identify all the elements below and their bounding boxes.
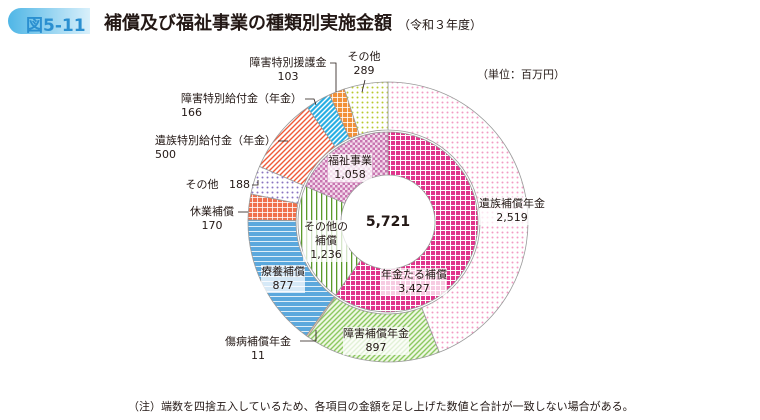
label-outer-1: 障害補償年金 897 — [343, 327, 409, 355]
leader-line — [252, 180, 259, 186]
leader-line — [305, 98, 317, 106]
outer-slice-9 — [343, 81, 389, 136]
total-label: 5,721 — [365, 214, 411, 230]
leader-line — [300, 330, 317, 342]
leader-line — [361, 79, 366, 93]
label-inner-2: 福祉事業 1,058 — [328, 154, 372, 182]
label-outer-3: 療養補償 877 — [261, 265, 305, 293]
label-outer-7: 障害特別給付金（年金） 166 — [181, 92, 302, 119]
outer-slice-0 — [387, 81, 529, 353]
label-inner-0: 年金たる補償 3,427 — [381, 268, 447, 296]
label-outer-0: 遺族補償年金 2,519 — [479, 197, 545, 225]
leader-line — [330, 62, 337, 92]
title-period: （令和３年度） — [398, 18, 483, 32]
label-outer-5: その他 188 — [185, 178, 251, 191]
label-outer-9: その他 289 — [347, 50, 381, 77]
title-text: 補償及び福祉事業の種類別実施金額 — [104, 13, 392, 34]
label-outer-6: 遺族特別給付金（年金） 500 — [155, 134, 276, 161]
footnote: （注）端数を四捨五入しているため、各項目の金額を足し上げた数値と合計が一致しない… — [128, 400, 634, 413]
inner-slice-0 — [334, 131, 479, 313]
label-inner-1: その他の補償 1,236 — [303, 220, 349, 262]
figure-number: 図5-11 — [26, 16, 86, 36]
unit-label: （単位：百万円） — [477, 68, 565, 81]
chart-title: 補償及び福祉事業の種類別実施金額 （令和３年度） — [104, 9, 482, 35]
figure-number-badge: 図5-11 — [8, 8, 90, 36]
label-outer-8: 障害特別援護金 103 — [249, 56, 327, 83]
label-outer-2: 傷病補償年金 11 — [225, 335, 291, 362]
label-outer-4: 休業補償 170 — [190, 205, 234, 232]
